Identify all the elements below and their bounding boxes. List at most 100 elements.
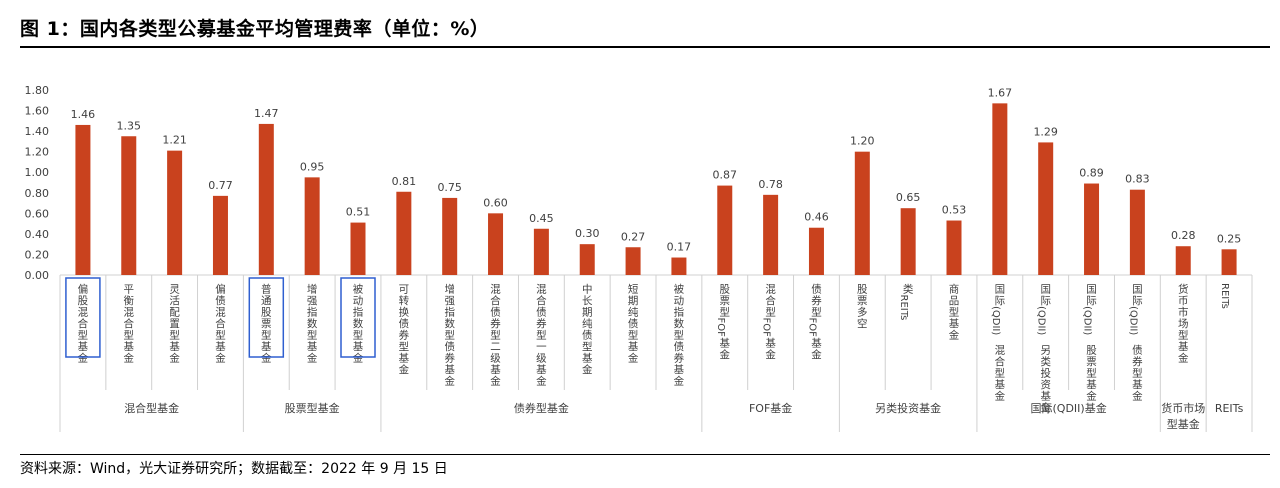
svg-text:合: 合: [765, 294, 776, 307]
svg-text:纯: 纯: [628, 306, 639, 319]
y-tick-label: 0.60: [25, 207, 50, 220]
svg-text:偏: 偏: [78, 283, 89, 296]
svg-text:混: 混: [995, 345, 1006, 357]
svg-text:一: 一: [536, 341, 547, 353]
svg-text:数: 数: [674, 317, 685, 330]
svg-text:平: 平: [124, 284, 135, 296]
svg-text:型: 型: [995, 367, 1006, 380]
y-tick-label: 1.80: [25, 84, 50, 97]
svg-text:金: 金: [399, 363, 410, 376]
y-tick-label: 1.60: [25, 105, 50, 118]
data-label: 0.53: [942, 204, 967, 217]
svg-text:数: 数: [307, 317, 318, 330]
svg-text:股: 股: [1086, 345, 1097, 357]
svg-text:金: 金: [215, 352, 226, 365]
svg-text:基: 基: [582, 352, 593, 365]
svg-text:级: 级: [490, 353, 501, 365]
svg-text:换: 换: [399, 306, 410, 319]
svg-text:商: 商: [949, 283, 960, 296]
data-label: 0.81: [392, 175, 417, 188]
svg-text:合: 合: [536, 294, 547, 307]
svg-text:型: 型: [720, 306, 731, 319]
svg-text:品: 品: [949, 295, 960, 307]
svg-text:普: 普: [261, 283, 272, 296]
data-label: 0.30: [575, 227, 600, 240]
data-label: 0.95: [300, 160, 325, 173]
figure-title: 图 1：国内各类型公募基金平均管理费率（单位：%）: [20, 18, 490, 40]
data-label: 0.87: [713, 169, 738, 182]
svg-text:型: 型: [169, 329, 180, 342]
svg-text:合: 合: [215, 317, 226, 330]
y-tick-label: 1.00: [25, 166, 50, 179]
bar-25: [1175, 246, 1191, 275]
svg-text:金: 金: [1132, 390, 1143, 403]
svg-text:股: 股: [720, 284, 731, 296]
svg-text:期: 期: [628, 295, 639, 307]
svg-text:债: 债: [215, 294, 226, 307]
bar-chart: 0.00 0.20 0.40 0.60 0.80 1.00 1.20 1.40 1.60 1.80…: [25, 84, 1253, 432]
svg-text:混: 混: [536, 284, 547, 296]
svg-text:债: 债: [399, 317, 410, 330]
svg-text:合: 合: [490, 294, 501, 307]
svg-text:基: 基: [169, 340, 180, 353]
svg-text:券: 券: [490, 317, 501, 330]
data-label: 0.27: [621, 230, 646, 243]
bar-5: [258, 123, 274, 276]
bar-7: [350, 222, 366, 275]
svg-text:券: 券: [536, 317, 547, 330]
svg-text:国: 国: [1040, 284, 1051, 296]
svg-text:混: 混: [765, 284, 776, 296]
svg-text:型: 型: [536, 329, 547, 342]
svg-text:金: 金: [949, 329, 960, 342]
svg-text:货: 货: [1178, 283, 1189, 296]
svg-text:基: 基: [1178, 340, 1189, 353]
svg-text:纯: 纯: [582, 317, 593, 330]
svg-text:金: 金: [261, 352, 272, 365]
svg-text:增: 增: [444, 283, 455, 296]
svg-text:另: 另: [1040, 345, 1051, 357]
svg-text:金: 金: [720, 348, 731, 361]
svg-text:基: 基: [811, 337, 822, 350]
svg-text:债: 债: [536, 306, 547, 319]
svg-text:混: 混: [490, 284, 501, 296]
svg-text:强: 强: [444, 295, 455, 307]
svg-text:基: 基: [124, 340, 135, 353]
svg-text:债: 债: [1132, 344, 1143, 357]
svg-text:金: 金: [353, 352, 364, 365]
bar-22: [1038, 142, 1054, 275]
svg-text:空: 空: [857, 317, 868, 330]
svg-text:通: 通: [261, 295, 272, 307]
category-label: 国际(QDII) 股票型基金: [1082, 284, 1098, 403]
svg-text:短: 短: [628, 283, 639, 296]
bar-12: [579, 244, 595, 275]
svg-text:投: 投: [1040, 367, 1051, 380]
svg-text:(QDII): (QDII): [990, 306, 1001, 335]
svg-text:型: 型: [628, 329, 639, 342]
data-label: 1.20: [850, 135, 875, 148]
svg-text:基: 基: [1040, 390, 1051, 403]
svg-text:基: 基: [995, 378, 1006, 391]
svg-text:资: 资: [1040, 379, 1051, 391]
svg-text:型: 型: [353, 329, 364, 342]
svg-text:可: 可: [399, 284, 410, 296]
bar-15: [717, 185, 733, 275]
y-tick-label: 0.80: [25, 187, 50, 200]
group-label: REITs: [1215, 402, 1244, 415]
group-label: FOF基金: [749, 401, 792, 415]
svg-text:中: 中: [582, 283, 593, 296]
svg-text:债: 债: [490, 306, 501, 319]
bar-24: [1129, 189, 1145, 275]
data-label: 0.65: [896, 191, 921, 204]
svg-text:FOF: FOF: [761, 318, 772, 338]
svg-text:基: 基: [1132, 378, 1143, 391]
bar-1: [75, 124, 91, 275]
svg-text:强: 强: [307, 295, 318, 307]
